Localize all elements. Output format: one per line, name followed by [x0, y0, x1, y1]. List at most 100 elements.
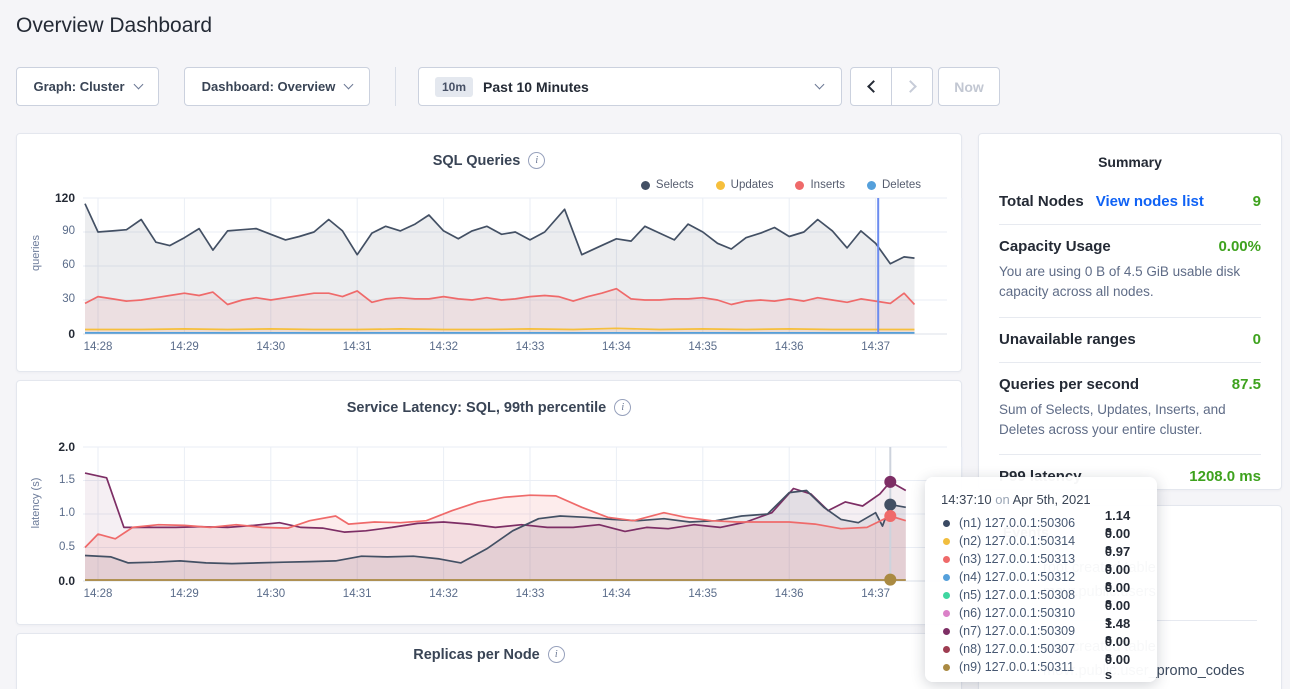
- x-axis-tick: 14:34: [602, 341, 631, 353]
- toolbar-divider: [395, 67, 396, 106]
- tooltip-node-label: (n8) 127.0.0.1:50307: [959, 642, 1076, 656]
- summary-subtext: You are using 0 B of 4.5 GiB usable disk…: [999, 264, 1241, 300]
- chart-hover-tooltip: 14:37:10 on Apr 5th, 2021 (n1) 127.0.0.1…: [925, 477, 1157, 682]
- sql-queries-chart[interactable]: 0 30 60 90 120 14:28 14:29 14:30 14:31 14:32 14:33…: [17, 134, 963, 371]
- x-axis-tick: 14:29: [170, 588, 199, 600]
- tooltip-node-row: (n9) 127.0.0.1:50311 0.00 s: [941, 652, 1141, 682]
- y-axis-tick: 120: [54, 191, 75, 205]
- x-axis-tick: 14:31: [342, 588, 372, 600]
- y-axis-tick: 90: [62, 225, 75, 237]
- summary-row-qps: Queries per second 87.5 Sum of Selects, …: [999, 361, 1261, 455]
- now-button[interactable]: Now: [938, 67, 1000, 106]
- dashboard-dropdown[interactable]: Dashboard: Overview: [184, 67, 370, 106]
- x-axis-tick: 14:35: [688, 341, 718, 353]
- x-axis-tick: 14:28: [83, 588, 113, 600]
- y-axis-tick: 0.0: [58, 574, 75, 588]
- legend-label: Deletes: [882, 179, 921, 191]
- node-color-dot-icon: [943, 663, 950, 671]
- replicas-per-node-title: Replicas per Node: [413, 646, 540, 663]
- chart-canvas: [83, 446, 963, 586]
- service-latency-chart[interactable]: 0.0 0.5 1.0 1.5 2.0 14:28 14:29 14:30 14:31 14:32…: [17, 381, 963, 624]
- summary-title: Summary: [1098, 154, 1162, 170]
- legend-dot-icon: [795, 180, 805, 190]
- y-axis-tick: 30: [62, 293, 75, 305]
- chevron-right-icon: [903, 80, 917, 93]
- service-latency-card: Service Latency: SQL, 99th percentile i …: [16, 380, 963, 625]
- summary-panel: Summary Total Nodes View nodes list 9 Ca…: [978, 133, 1282, 490]
- y-axis-tick: 1.0: [59, 507, 75, 519]
- graph-dropdown-label: Graph: Cluster: [33, 79, 125, 94]
- y-axis-tick: 0.5: [59, 540, 75, 553]
- next-time-button[interactable]: [891, 68, 932, 105]
- x-axis-tick: 14:31: [342, 341, 372, 353]
- tooltip-node-value: 0.00 s: [1104, 634, 1131, 664]
- page-title: Overview Dashboard: [16, 14, 213, 37]
- x-axis-tick: 14:32: [429, 341, 458, 353]
- time-range-picker[interactable]: 10m Past 10 Minutes: [418, 67, 842, 106]
- tooltip-node-label: (n2) 127.0.0.1:50314: [959, 534, 1076, 548]
- summary-value: 1208.0 ms: [1189, 468, 1261, 485]
- tooltip-node-value: 1.48 s: [1104, 616, 1131, 646]
- summary-subtext: Sum of Selects, Updates, Inserts, and De…: [999, 401, 1226, 437]
- chevron-down-icon: [343, 79, 354, 90]
- time-nav-group: [850, 67, 933, 106]
- x-axis-tick: 14:35: [688, 588, 718, 600]
- legend-item-inserts[interactable]: Inserts: [795, 179, 845, 191]
- summary-value: 9: [1252, 193, 1261, 210]
- legend-item-deletes[interactable]: Deletes: [867, 179, 921, 191]
- x-axis-tick: 14:36: [774, 341, 804, 353]
- legend-dot-icon: [640, 180, 650, 190]
- tooltip-node-value: 0.00 s: [1104, 562, 1131, 592]
- graph-dropdown[interactable]: Graph: Cluster: [16, 67, 159, 106]
- replicas-per-node-card: Replicas per Node i: [16, 633, 962, 689]
- tooltip-node-value: 0.00 s: [1104, 652, 1131, 682]
- x-axis-tick: 14:30: [256, 588, 286, 600]
- x-axis-tick: 14:33: [515, 341, 545, 353]
- legend-item-selects[interactable]: Selects: [640, 179, 694, 191]
- view-nodes-list-link[interactable]: View nodes list: [1095, 193, 1204, 210]
- summary-label: Unavailable ranges: [999, 330, 1136, 348]
- info-icon[interactable]: i: [547, 646, 565, 663]
- y-axis-tick: 0: [68, 327, 75, 341]
- node-color-dot-icon: [943, 537, 950, 545]
- tooltip-node-row: (n7) 127.0.0.1:50309 1.48 s: [941, 616, 1141, 646]
- sql-queries-card: SQL Queries i Selects Updates Inserts Delet…: [16, 133, 963, 372]
- info-icon[interactable]: i: [614, 399, 632, 416]
- tooltip-node-row: (n1) 127.0.0.1:50306 1.14 s: [941, 508, 1141, 538]
- tooltip-node-value: 0.00 s: [1104, 580, 1131, 610]
- node-color-dot-icon: [943, 645, 950, 653]
- tooltip-node-value: 1.14 s: [1104, 508, 1131, 538]
- summary-label: Capacity Usage: [999, 238, 1111, 255]
- x-axis-tick: 14:36: [774, 588, 804, 600]
- x-axis-tick: 14:30: [256, 341, 286, 353]
- legend-label: Inserts: [810, 179, 845, 191]
- tooltip-node-label: (n6) 127.0.0.1:50310: [959, 606, 1076, 620]
- summary-value: 0: [1252, 330, 1261, 348]
- x-axis-tick: 14:29: [170, 341, 199, 353]
- info-icon[interactable]: i: [528, 152, 546, 169]
- x-axis-tick: 14:37: [861, 341, 890, 353]
- node-color-dot-icon: [943, 627, 950, 635]
- tooltip-node-row: (n5) 127.0.0.1:50308 0.00 s: [941, 580, 1141, 610]
- tooltip-node-label: (n3) 127.0.0.1:50313: [959, 552, 1076, 566]
- node-color-dot-icon: [943, 555, 950, 563]
- sql-queries-legend: Selects Updates Inserts Deletes: [640, 179, 921, 191]
- summary-label: Queries per second: [999, 375, 1140, 393]
- node-color-dot-icon: [943, 519, 950, 527]
- legend-item-updates[interactable]: Updates: [715, 179, 773, 191]
- chevron-left-icon: [866, 80, 880, 93]
- tooltip-node-value: 0.97 s: [1104, 544, 1131, 574]
- chevron-down-icon: [814, 79, 825, 90]
- node-color-dot-icon: [943, 591, 950, 599]
- summary-row-total-nodes: Total Nodes View nodes list 9: [999, 180, 1261, 224]
- service-latency-title: Service Latency: SQL, 99th percentile: [346, 399, 607, 416]
- tooltip-node-row: (n2) 127.0.0.1:50314 0.00 s: [941, 526, 1141, 556]
- legend-dot-icon: [867, 180, 876, 190]
- tooltip-node-label: (n9) 127.0.0.1:50311: [959, 660, 1075, 674]
- time-range-badge: 10m: [435, 76, 474, 97]
- node-color-dot-icon: [943, 573, 950, 581]
- tooltip-node-row: (n3) 127.0.0.1:50313 0.97 s: [941, 544, 1141, 574]
- dashboard-dropdown-label: Dashboard: Overview: [201, 79, 336, 94]
- chevron-down-icon: [133, 79, 143, 90]
- prev-time-button[interactable]: [851, 68, 891, 105]
